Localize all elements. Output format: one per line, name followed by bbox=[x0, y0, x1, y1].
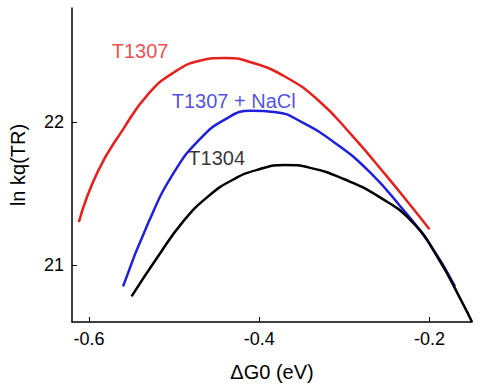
svg-text:T1307 + NaCl: T1307 + NaCl bbox=[172, 90, 296, 112]
svg-text:ln kq(TR): ln kq(TR) bbox=[7, 124, 29, 206]
svg-text:ΔG0 (eV): ΔG0 (eV) bbox=[230, 361, 313, 383]
svg-text:21: 21 bbox=[44, 255, 64, 275]
svg-text:-0.6: -0.6 bbox=[74, 329, 105, 349]
svg-text:-0.2: -0.2 bbox=[414, 329, 445, 349]
svg-text:T1307: T1307 bbox=[112, 40, 169, 62]
svg-text:22: 22 bbox=[44, 112, 64, 132]
svg-text:T1304: T1304 bbox=[188, 147, 245, 169]
svg-text:-0.4: -0.4 bbox=[244, 329, 275, 349]
